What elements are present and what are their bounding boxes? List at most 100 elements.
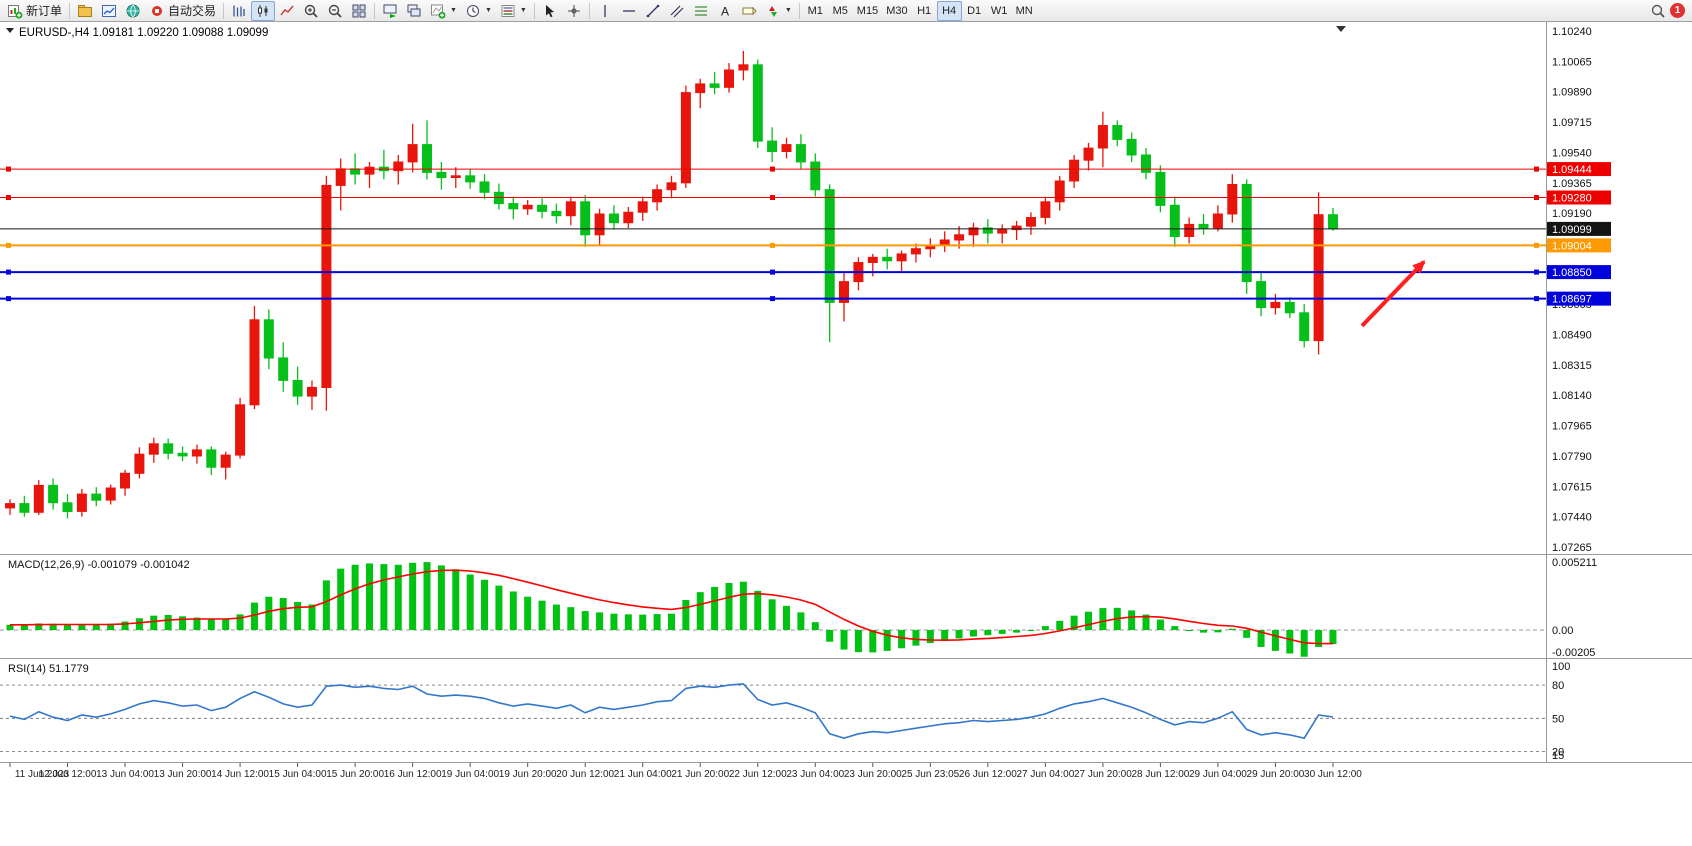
candle <box>1011 220 1022 240</box>
search-button[interactable] <box>1646 1 1670 21</box>
candle <box>982 219 993 244</box>
indicators-button[interactable]: ▼ <box>426 1 461 21</box>
cascade-windows-button[interactable] <box>402 1 426 21</box>
globe-icon <box>126 4 140 17</box>
bar-chart-button[interactable] <box>227 1 251 21</box>
text-button[interactable]: A <box>713 1 737 21</box>
zoom-in-button[interactable] <box>299 1 323 21</box>
navigator-button[interactable] <box>121 1 145 21</box>
periods-button[interactable]: ▼ <box>461 1 496 21</box>
svg-text:A: A <box>721 4 729 18</box>
timeframe-h1-button[interactable]: H1 <box>912 1 937 21</box>
svg-text:80: 80 <box>1552 680 1564 692</box>
svg-text:27 Jun 04:00: 27 Jun 04:00 <box>1016 769 1074 780</box>
timeframe-mn-button[interactable]: MN <box>1012 1 1037 21</box>
toolbar: 新订单 自动交易 ▼ ▼ <box>0 0 1692 22</box>
svg-text:28 Jun 12:00: 28 Jun 12:00 <box>1131 769 1189 780</box>
crosshair-button[interactable] <box>562 1 586 21</box>
toolbar-separator <box>69 2 71 19</box>
candle <box>968 222 979 247</box>
clock-icon <box>466 4 479 17</box>
candle <box>565 196 576 226</box>
svg-text:1.08140: 1.08140 <box>1552 390 1592 402</box>
market-watch-button[interactable] <box>97 1 121 21</box>
candle <box>19 495 30 517</box>
candle <box>479 174 490 200</box>
macd-signal-line <box>10 569 1333 645</box>
cursor-button[interactable] <box>538 1 562 21</box>
candle <box>33 480 44 515</box>
svg-text:15 Jun 04:00: 15 Jun 04:00 <box>269 769 327 780</box>
svg-text:1.08315: 1.08315 <box>1552 360 1592 372</box>
candle <box>278 342 289 392</box>
candle <box>1284 297 1295 319</box>
svg-text:1.09365: 1.09365 <box>1552 178 1592 190</box>
collapse-triangle-icon <box>6 28 14 33</box>
svg-text:20 Jun 12:00: 20 Jun 12:00 <box>556 769 614 780</box>
market-watch-icon <box>102 4 117 17</box>
timeframe-m5-button[interactable]: M5 <box>828 1 853 21</box>
candle <box>637 196 648 221</box>
panel-dividers <box>0 22 1692 763</box>
zoom-out-button[interactable] <box>323 1 347 21</box>
label-button[interactable] <box>737 1 761 21</box>
candle <box>62 494 73 519</box>
chart-canvas[interactable]: 1.10240 1.10065 1.09890 1.09715 1.09540 1.093… <box>0 22 1692 846</box>
autotrading-icon <box>152 5 163 16</box>
line-chart-button[interactable] <box>275 1 299 21</box>
toolbar-separator <box>588 2 590 19</box>
line-chart-icon <box>280 5 294 15</box>
svg-text:1.10065: 1.10065 <box>1552 56 1592 68</box>
templates-button[interactable]: ▼ <box>496 1 531 21</box>
rsi-line <box>9 683 1334 740</box>
candlestick-chart-button[interactable] <box>251 0 276 21</box>
timeframe-m15-button[interactable]: M15 <box>853 1 882 21</box>
chart-window: 1.10240 1.10065 1.09890 1.09715 1.09540 1.093… <box>0 22 1692 846</box>
trend-arrow[interactable] <box>1360 260 1426 328</box>
timeframe-h4-button[interactable]: H4 <box>936 0 962 21</box>
new-order-icon <box>8 4 23 19</box>
svg-text:29 Jun 20:00: 29 Jun 20:00 <box>1247 769 1305 780</box>
fibonacci-button[interactable] <box>689 1 713 21</box>
candle <box>177 446 188 462</box>
candle <box>1241 179 1252 294</box>
timeframe-d1-button[interactable]: D1 <box>962 1 987 21</box>
profiles-button[interactable] <box>73 1 97 21</box>
candle <box>910 243 921 263</box>
svg-text:23 Jun 04:00: 23 Jun 04:00 <box>786 769 844 780</box>
fibonacci-icon <box>694 5 707 16</box>
dropdown-caret: ▼ <box>519 7 527 14</box>
notification-badge[interactable]: 1 <box>1670 3 1685 18</box>
autotrading-button[interactable]: 自动交易 <box>145 1 220 21</box>
timeframe-m30-button[interactable]: M30 <box>882 1 911 21</box>
candle <box>1040 196 1051 225</box>
horizontal-line-button[interactable] <box>617 1 641 21</box>
chart-title: EURUSD-,H4 1.09181 1.09220 1.09088 1.090… <box>6 26 1346 39</box>
vertical-line-button[interactable] <box>593 1 617 21</box>
text-icon: A <box>721 4 729 18</box>
auto-arrange-button[interactable] <box>378 1 402 21</box>
candle <box>48 478 59 510</box>
arrows-button[interactable]: ▼ <box>761 1 796 21</box>
chart-plot-area[interactable] <box>0 22 1692 846</box>
svg-text:11 Jun 2023: 11 Jun 2023 <box>15 769 70 780</box>
timeframe-m1-button[interactable]: M1 <box>803 1 828 21</box>
cursor-icon <box>545 4 554 17</box>
auto-arrange-icon <box>383 4 397 18</box>
macd-label: MACD(12,26,9) -0.001079 -0.001042 <box>8 559 190 571</box>
tile-windows-button[interactable] <box>347 1 371 21</box>
trendline-button[interactable] <box>641 1 665 21</box>
new-order-button[interactable]: 新订单 <box>3 1 66 21</box>
channel-button[interactable] <box>665 1 689 21</box>
svg-text:12 Jun 12:00: 12 Jun 12:00 <box>39 769 97 780</box>
cascade-windows-icon <box>407 4 421 16</box>
autotrading-label: 自动交易 <box>168 4 217 18</box>
svg-text:1.07965: 1.07965 <box>1552 421 1592 433</box>
level-lines[interactable] <box>0 166 1546 302</box>
candle <box>1184 217 1195 244</box>
timeframe-w1-button[interactable]: W1 <box>987 1 1012 21</box>
candle <box>235 397 246 459</box>
zoom-in-icon <box>304 4 318 18</box>
candle <box>781 137 792 159</box>
